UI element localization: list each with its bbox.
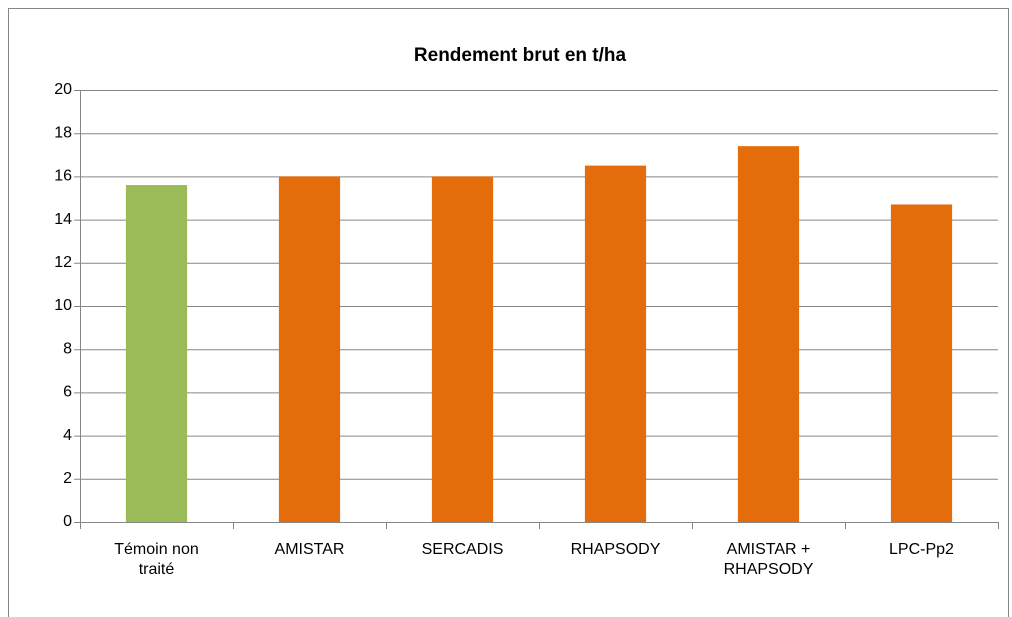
x-tick-label: AMISTAR (274, 541, 345, 558)
y-tick-label: 4 (63, 427, 72, 444)
y-tick-label: 12 (54, 254, 72, 271)
chart-title: Rendement brut en t/ha (414, 45, 627, 66)
y-tick-label: 8 (63, 340, 72, 357)
y-tick-label: 10 (54, 297, 72, 314)
x-tick-label: AMISTAR + RHAPSODY (723, 541, 814, 578)
bar (584, 165, 647, 522)
x-tick-label: LPC-Pp2 (889, 541, 954, 558)
y-tick-label: 14 (54, 211, 72, 228)
bar (737, 146, 800, 522)
bar (125, 185, 188, 523)
bar (431, 176, 494, 522)
bar (278, 176, 341, 522)
y-tick-label: 2 (63, 470, 72, 487)
y-tick-label: 0 (63, 513, 72, 530)
bar (890, 204, 953, 523)
x-tick-label: RHAPSODY (570, 541, 661, 558)
y-tick-label: 20 (54, 81, 72, 98)
y-tick-label: 18 (54, 124, 72, 141)
x-tick-label: SERCADIS (421, 541, 504, 558)
chart-border (8, 8, 1009, 617)
y-tick-label: 16 (54, 168, 72, 185)
x-tick-label: Témoin non traité (114, 541, 199, 578)
y-tick-label: 6 (63, 384, 72, 401)
